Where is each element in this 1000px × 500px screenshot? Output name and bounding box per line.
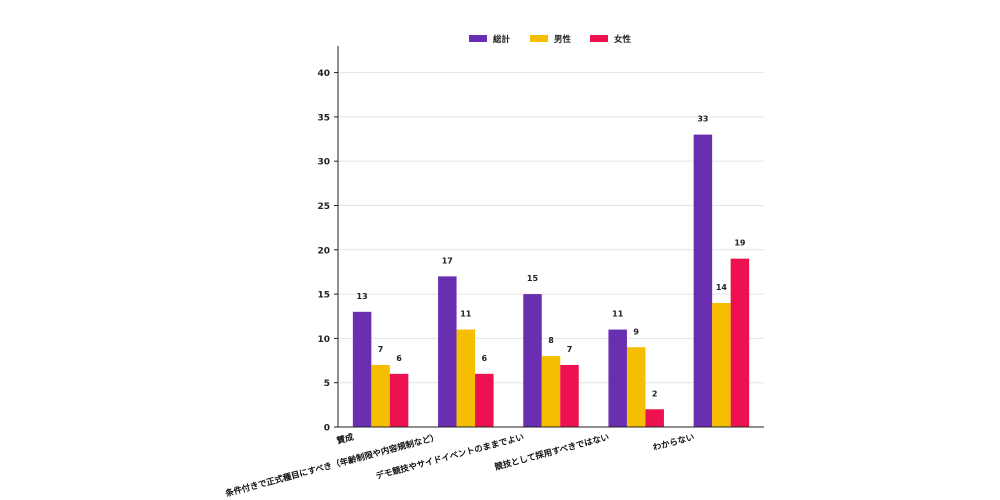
bar-value-label: 11 xyxy=(460,310,472,319)
bar xyxy=(730,258,750,427)
bar-value-label: 9 xyxy=(633,327,639,336)
y-tick-label: 20 xyxy=(317,246,330,256)
legend-swatch xyxy=(469,35,487,42)
bar xyxy=(352,311,372,427)
bar xyxy=(523,294,542,427)
bar xyxy=(456,329,476,427)
legend-label: 男性 xyxy=(554,34,572,45)
bar xyxy=(626,347,646,427)
y-tick-label: 5 xyxy=(324,379,330,389)
bar-value-label: 13 xyxy=(357,292,368,301)
y-tick-label: 30 xyxy=(317,158,330,168)
x-category-label: デモ競技やサイドイベントのままでよい xyxy=(375,432,526,482)
data-labels: 13 7 6 17 11 6 15 8 7 11 9 2 33 14 19 xyxy=(357,115,746,399)
bar xyxy=(712,302,731,427)
bar xyxy=(371,364,390,427)
y-tick-label: 25 xyxy=(317,202,330,212)
legend-swatch xyxy=(590,35,608,42)
bar xyxy=(389,373,409,427)
y-ticks: 0 5 10 15 20 25 30 35 40 xyxy=(317,69,338,434)
bar xyxy=(541,356,561,427)
legend-label: 総計 xyxy=(493,34,511,45)
bars xyxy=(352,134,750,427)
y-tick-label: 35 xyxy=(317,113,330,123)
bar-value-label: 15 xyxy=(527,274,539,283)
y-tick-label: 10 xyxy=(317,335,330,345)
bar xyxy=(475,373,494,427)
bar xyxy=(608,329,627,427)
bar-value-label: 7 xyxy=(567,345,573,354)
bar-value-label: 6 xyxy=(482,354,488,363)
bar-value-label: 8 xyxy=(548,336,554,345)
bar-value-label: 14 xyxy=(716,283,728,292)
legend: 総計 男性 女性 xyxy=(469,34,632,45)
gridlines xyxy=(338,72,764,384)
legend-label: 女性 xyxy=(614,34,632,45)
legend-swatch xyxy=(530,35,548,42)
bar-value-label: 17 xyxy=(442,256,453,265)
bar xyxy=(438,276,457,427)
bar-value-label: 19 xyxy=(734,239,746,248)
y-tick-label: 40 xyxy=(317,69,330,79)
axes xyxy=(337,46,764,428)
bar-value-label: 33 xyxy=(697,115,708,124)
x-category-label: わからない xyxy=(652,433,696,454)
bar-value-label: 11 xyxy=(612,310,624,319)
bar-value-label: 6 xyxy=(396,354,402,363)
y-tick-label: 15 xyxy=(317,291,330,301)
x-category-labels: 賛成条件付きで正式種目にすべき（年齢制限や内容規制など）デモ競技やサイドイベント… xyxy=(224,432,695,500)
bar xyxy=(560,364,579,427)
bar xyxy=(645,409,664,427)
bar-value-label: 2 xyxy=(652,389,658,398)
x-category-label: 賛成 xyxy=(335,432,356,447)
bar-value-label: 7 xyxy=(378,345,384,354)
y-tick-label: 0 xyxy=(324,424,330,434)
bar xyxy=(693,134,713,427)
